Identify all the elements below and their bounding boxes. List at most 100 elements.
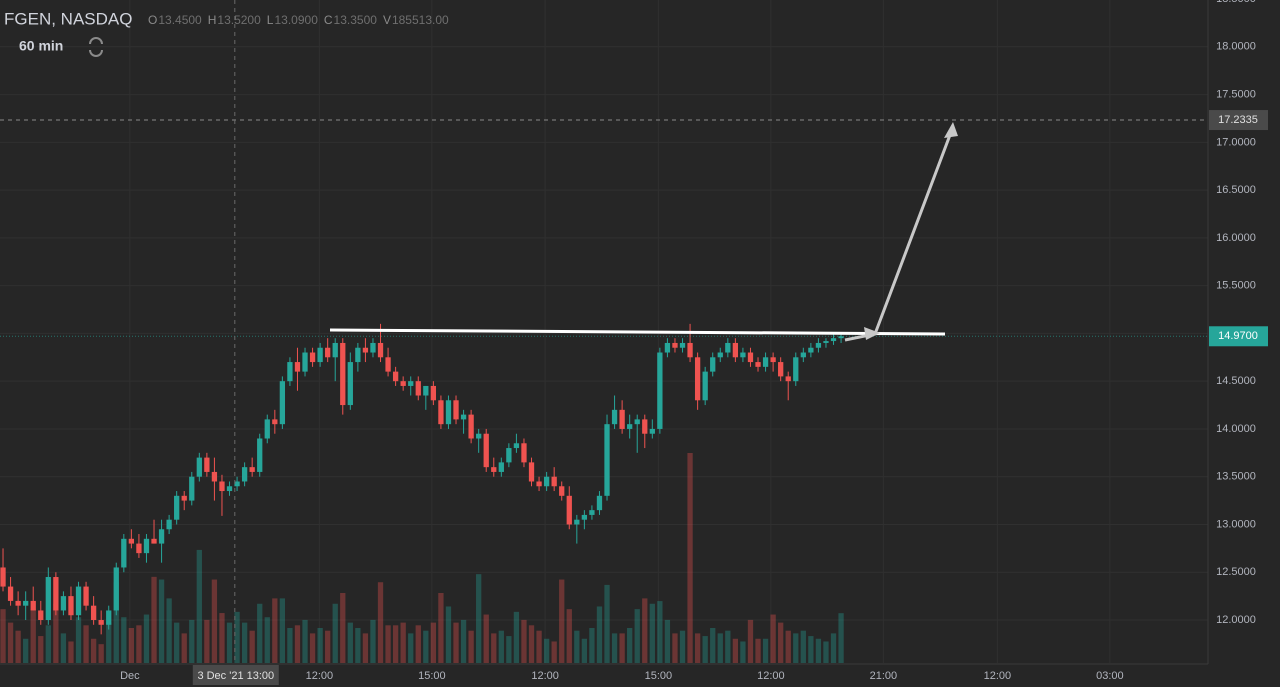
candle-body [815,342,822,348]
candle-body [657,352,663,429]
volume-bar [823,641,829,663]
candle-body [211,471,218,482]
volume-bar [710,628,716,663]
y-tick-label: 14.5000 [1216,375,1256,387]
candle-body [566,495,572,525]
volume-bar [793,633,799,663]
volume-bar [830,633,837,663]
candle-body [7,586,14,601]
candle-body [317,347,323,363]
candle-body [166,519,172,530]
header-key: L [267,13,274,27]
volume-bar [453,622,459,663]
candle-body [604,424,610,496]
volume-bar [189,619,195,663]
volume-bar [362,633,369,663]
volume-bar [302,619,308,663]
header-key: C [324,13,333,27]
candle-body [121,538,127,568]
volume-bar [340,593,346,663]
candle-body [664,342,671,353]
volume-bar [468,630,474,663]
volume-bar [98,644,104,663]
volume-bar [158,579,165,663]
volume-bar [815,638,822,663]
candle-body [355,347,361,363]
volume-bar [551,641,557,663]
candle-body [762,357,769,367]
volume-bar [392,625,399,663]
x-tick-label: 12:00 [531,670,559,682]
volume-bar [423,630,429,663]
volume-bar [90,638,97,663]
candle-body [672,342,678,348]
volume-bar [536,630,542,663]
candle-body [83,586,89,606]
y-tick-label: 17.0000 [1216,136,1256,148]
volume-bar [106,622,112,663]
candle-body [98,620,104,625]
volume-bar [506,636,512,663]
volume-bar [679,630,686,663]
volume-bar [355,628,361,663]
volume-bar [770,614,776,663]
candle-body [60,596,67,611]
candle-body [770,357,776,363]
candle-body [611,409,618,425]
candle-body [362,347,369,353]
volume-bar [241,622,248,663]
candle-body [483,433,489,468]
candle-body [551,476,557,487]
volume-bar [143,614,150,663]
candle-body [521,443,527,463]
volume-bar [60,633,67,663]
volume-bar [498,630,504,663]
volume-bar [7,622,14,663]
x-tick-label: 15:00 [418,670,446,682]
arrow-head [864,327,880,340]
y-tick-label: 17.5000 [1216,88,1256,100]
volume-bar [113,582,119,663]
y-tick-label: 16.5000 [1216,184,1256,196]
volume-bar [83,625,89,663]
refresh-icon[interactable] [89,37,103,57]
candle-body [370,342,376,353]
y-tick-label: 13.0000 [1216,518,1256,530]
last-price-box [1209,326,1268,347]
candle-body [219,481,225,492]
volume-bar [566,609,572,663]
volume-bar [196,549,202,663]
candle-body [430,385,437,401]
candle-body [438,400,444,425]
volume-bar [574,630,580,663]
volume-bar [287,628,293,663]
candle-body [679,342,686,348]
candle-body [113,567,119,611]
candle-body [332,342,338,358]
volume-bar [121,617,127,663]
volume-bar [627,628,633,663]
volume-bar [581,638,588,663]
candle-body [453,400,459,420]
volume-bar [38,636,44,663]
volume-bar [672,633,678,663]
volume-bar [226,622,233,663]
volume-bar [528,625,535,663]
volume-bar [559,579,565,663]
crosshair-time-box [192,665,279,685]
interval[interactable]: 60 min [19,38,63,54]
volume-bar [45,625,51,663]
volume-bar [521,619,527,663]
candle-body [800,352,806,358]
volume-bar [400,622,406,663]
crosshair-price-label: 17.2335 [1218,114,1258,126]
volume-bar [657,601,663,663]
volume-bar [257,603,263,663]
volume-bar [732,638,739,663]
volume-bar [174,622,180,663]
y-tick-label: 12.5000 [1216,566,1256,578]
volume-bar [53,603,59,663]
candle-body [423,385,429,396]
candle-body [755,362,761,367]
